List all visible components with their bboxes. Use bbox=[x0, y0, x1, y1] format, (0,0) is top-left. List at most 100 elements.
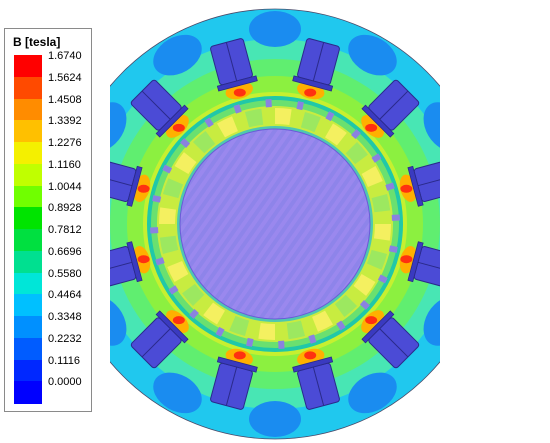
rotor-notch bbox=[215, 326, 225, 337]
rotor-notch bbox=[325, 111, 335, 122]
peak-field-spot bbox=[172, 316, 185, 325]
stator-coil bbox=[130, 310, 189, 369]
low-field-region bbox=[110, 102, 127, 151]
rotor-notch bbox=[155, 257, 165, 266]
low-field-region bbox=[348, 372, 397, 414]
rotor-notch bbox=[278, 340, 285, 349]
legend-swatch bbox=[14, 142, 42, 165]
rotor-magnet-segment bbox=[371, 193, 391, 213]
low-field-region bbox=[153, 372, 202, 414]
legend-level-label: 1.2276 bbox=[48, 137, 82, 149]
legend-swatch bbox=[14, 76, 42, 99]
rotor-notch bbox=[308, 334, 317, 344]
rotor-notch bbox=[150, 227, 159, 234]
low-field-region bbox=[249, 401, 301, 437]
stator-coil bbox=[110, 159, 143, 207]
rotor-notch bbox=[168, 285, 179, 295]
low-field-region bbox=[110, 297, 127, 346]
rotor-magnet-segment bbox=[174, 152, 197, 174]
legend-swatch bbox=[14, 272, 42, 295]
rotor-magnet-segment bbox=[159, 207, 177, 224]
rotor-magnet-segment bbox=[361, 166, 383, 187]
rotor-notch bbox=[336, 320, 346, 331]
legend-level-label: 1.5624 bbox=[48, 71, 82, 84]
rotor-notch bbox=[391, 214, 400, 221]
rotor-magnet-segment bbox=[345, 141, 368, 165]
legend-level-label: 0.8928 bbox=[48, 202, 82, 215]
rotor-notch bbox=[162, 164, 173, 174]
legend-swatch bbox=[14, 381, 42, 404]
legend-level-label: 0.6696 bbox=[48, 245, 82, 258]
legend-swatch bbox=[14, 98, 42, 121]
rotor-notch bbox=[152, 195, 162, 203]
rotor-notch bbox=[180, 138, 191, 148]
stator-coil bbox=[210, 38, 258, 92]
legend-swatch bbox=[14, 207, 42, 230]
rotor-notch bbox=[371, 153, 382, 163]
legend-level-label: 0.3348 bbox=[48, 311, 82, 323]
peak-field-spot bbox=[365, 123, 378, 132]
stator-coil bbox=[110, 241, 143, 289]
rotor-notch bbox=[377, 274, 388, 284]
low-field-region bbox=[423, 102, 440, 151]
legend-level-label: 1.6740 bbox=[48, 50, 82, 62]
rotor-magnet-segment bbox=[182, 283, 205, 307]
low-field-region bbox=[348, 34, 397, 76]
rotor-shaft bbox=[179, 128, 371, 320]
stator-coil bbox=[292, 356, 340, 410]
stator-coil bbox=[361, 79, 420, 138]
rotor-magnet-segment bbox=[203, 302, 225, 325]
low-field-region bbox=[423, 297, 440, 346]
legend-swatch bbox=[14, 120, 42, 143]
stator-coil bbox=[407, 159, 440, 207]
stator-coil bbox=[210, 356, 258, 410]
rotor-magnet-segment bbox=[229, 315, 250, 337]
rotor-notch bbox=[385, 182, 395, 191]
rotor-magnet-segment bbox=[162, 178, 184, 199]
legend-swatch bbox=[14, 250, 42, 273]
stator-coil bbox=[130, 79, 189, 138]
rotor-magnet-segment bbox=[300, 111, 321, 133]
legend-level-label: 1.4508 bbox=[48, 93, 82, 106]
rotor-notch bbox=[359, 300, 370, 310]
peak-field-spot bbox=[137, 255, 150, 264]
rotor-notch bbox=[265, 99, 272, 108]
legend-level-label: 0.2232 bbox=[48, 332, 82, 345]
rotor-magnet-segment bbox=[353, 274, 376, 296]
stator-coil bbox=[361, 310, 420, 369]
peak-field-spot bbox=[304, 351, 317, 360]
peak-field-spot bbox=[137, 184, 150, 193]
stator-slots bbox=[110, 38, 440, 410]
rotor-notch bbox=[233, 104, 242, 114]
legend-level-label: 1.1160 bbox=[48, 158, 81, 171]
rotor-magnet-segment bbox=[258, 322, 275, 340]
legend-swatch bbox=[14, 359, 42, 382]
legend-color-scale bbox=[14, 55, 42, 404]
low-field-region bbox=[249, 11, 301, 47]
rotor-notch bbox=[351, 129, 361, 140]
rotor-magnet-segment bbox=[275, 108, 292, 126]
legend-swatch bbox=[14, 185, 42, 208]
legend-swatch bbox=[14, 55, 42, 78]
peak-field-spot bbox=[233, 351, 246, 360]
flux-density-plot bbox=[110, 8, 440, 440]
peak-field-spot bbox=[365, 316, 378, 325]
legend-level-label: 0.4464 bbox=[48, 289, 82, 302]
rotor-notch bbox=[204, 117, 214, 128]
rotor-magnet-segment bbox=[373, 224, 391, 241]
peak-field-spot bbox=[400, 184, 413, 193]
rotor-magnet-segment bbox=[244, 108, 264, 128]
peak-field-spot bbox=[304, 88, 317, 97]
legend-level-label: 0.5580 bbox=[48, 267, 82, 280]
peak-field-spot bbox=[233, 88, 246, 97]
field-legend: B [tesla] 1.6740 1.5624 1.4508 1.3392 1.2276… bbox=[4, 28, 92, 412]
legend-level-label: 1.0044 bbox=[48, 180, 82, 193]
rotor-notch bbox=[388, 245, 398, 253]
rotor-notch bbox=[296, 101, 304, 111]
rotor-magnet-segment bbox=[334, 294, 358, 317]
stator-coil bbox=[407, 241, 440, 289]
legend-swatch bbox=[14, 229, 42, 252]
rotor-magnet-segment bbox=[192, 131, 216, 154]
peak-field-spot bbox=[172, 123, 185, 132]
legend-swatch bbox=[14, 163, 42, 186]
